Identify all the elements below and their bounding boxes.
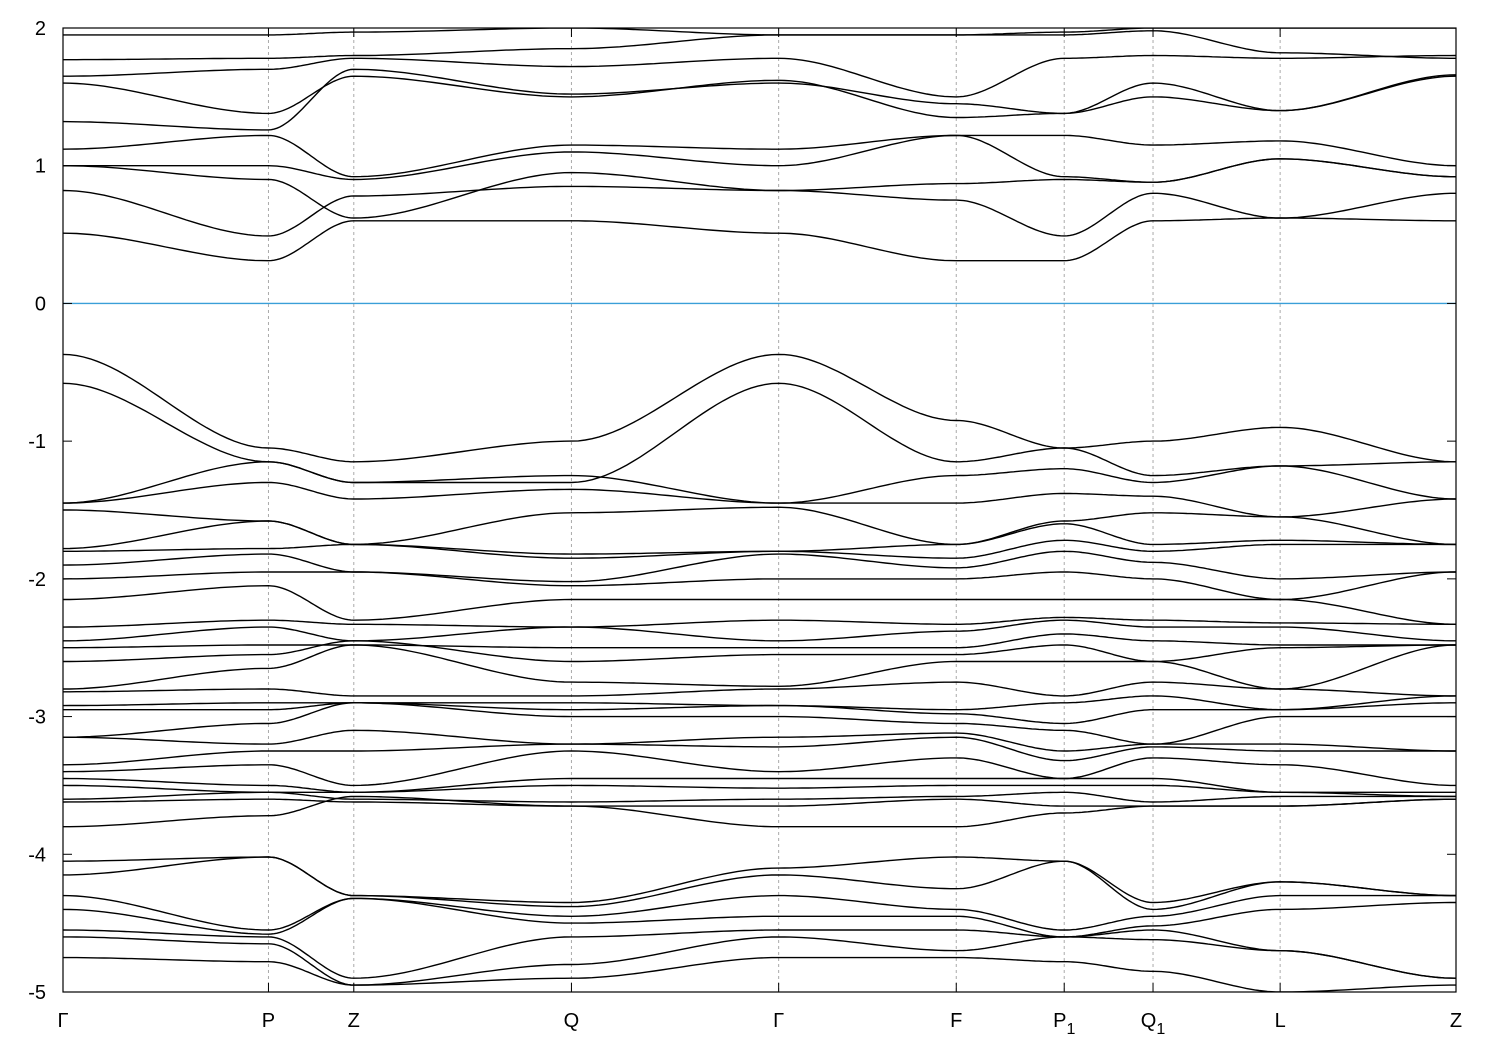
band-line (63, 956, 1456, 992)
band-line (63, 795, 1456, 828)
kpoint-label-text: L (1275, 1010, 1286, 1032)
band-line (63, 784, 1456, 798)
band-line (63, 616, 1456, 628)
band-line (63, 54, 1456, 98)
band-line (63, 158, 1456, 219)
kpoint-label-subscript: 1 (1156, 1021, 1165, 1038)
band-line (63, 894, 1456, 931)
kpoint-label-text: F (950, 1010, 962, 1032)
kpoint-label: Γ (57, 1010, 68, 1032)
band-line (63, 68, 1456, 131)
y-tick-label: -1 (28, 431, 46, 453)
band-line (63, 217, 1456, 262)
band-line (63, 134, 1456, 183)
band-line (63, 936, 1456, 986)
kpoint-label: Γ (773, 1010, 784, 1032)
band-line (63, 702, 1456, 725)
kpoint-label-text: Q (564, 1010, 580, 1032)
kpoint-label-text: P (262, 1010, 275, 1032)
y-tick-label: -3 (28, 707, 46, 729)
y-axis: 2 1 0 -1 -2 -3 -4 -5 (28, 18, 1456, 1004)
kpoint-label-text: Γ (57, 1010, 68, 1032)
kpoint-label-text: P (1053, 1010, 1066, 1032)
kpoint-label-text: Z (1450, 1010, 1462, 1032)
kpoint-gridlines (267, 28, 1281, 992)
band-line (63, 74, 1456, 119)
kpoint-label-text: Z (348, 1010, 360, 1032)
kpoint-label: Q1 (1141, 1010, 1166, 1038)
band-line (63, 856, 1456, 911)
kpoint-label: Z (1450, 1010, 1462, 1032)
band-line (63, 520, 1456, 555)
y-tick-label: -5 (28, 982, 46, 1004)
y-tick-label: 1 (35, 156, 46, 178)
band-line (63, 382, 1456, 484)
kpoint-label: P1 (1053, 1010, 1075, 1038)
kpoint-label: L (1275, 1010, 1286, 1032)
band-line (63, 539, 1456, 559)
band-line (63, 640, 1456, 663)
band-line (63, 695, 1456, 711)
band-line (63, 461, 1456, 504)
band-line (63, 619, 1456, 642)
band-line (63, 729, 1456, 752)
band-line (63, 897, 1456, 938)
y-tick-label: 0 (35, 293, 46, 315)
band-line (63, 777, 1456, 793)
plot-frame (62, 27, 1457, 993)
band-line (63, 353, 1456, 463)
band-line (63, 702, 1456, 745)
band-line (63, 633, 1456, 649)
kpoint-label-text: Q (1141, 1010, 1157, 1032)
band-line (63, 798, 1456, 807)
band-line (63, 28, 1456, 36)
band-line (63, 736, 1456, 766)
band-line (63, 644, 1456, 690)
band-line (63, 481, 1456, 518)
band-line (63, 550, 1456, 583)
y-tick-label: -2 (28, 569, 46, 591)
y-tick-label: -4 (28, 844, 46, 866)
band-line (63, 584, 1456, 625)
band-line (63, 929, 1456, 979)
band-line (63, 134, 1456, 178)
band-line (63, 185, 1456, 237)
kpoint-label: Z (348, 1010, 360, 1032)
kpoint-label-subscript: 1 (1066, 1021, 1075, 1038)
bands (63, 28, 1456, 992)
band-line (63, 791, 1456, 803)
kpoint-label: F (950, 1010, 962, 1032)
band-line (63, 571, 1456, 601)
y-tick-label: 2 (35, 18, 46, 40)
kpoint-label-text: Γ (773, 1010, 784, 1032)
band-line (63, 681, 1456, 697)
band-line (63, 750, 1456, 787)
kpoint-label: Q (564, 1010, 580, 1032)
kpoint-label: P (262, 1010, 275, 1032)
x-axis: Γ P Z Q Γ F P1 Q1 L Z (57, 28, 1462, 1038)
